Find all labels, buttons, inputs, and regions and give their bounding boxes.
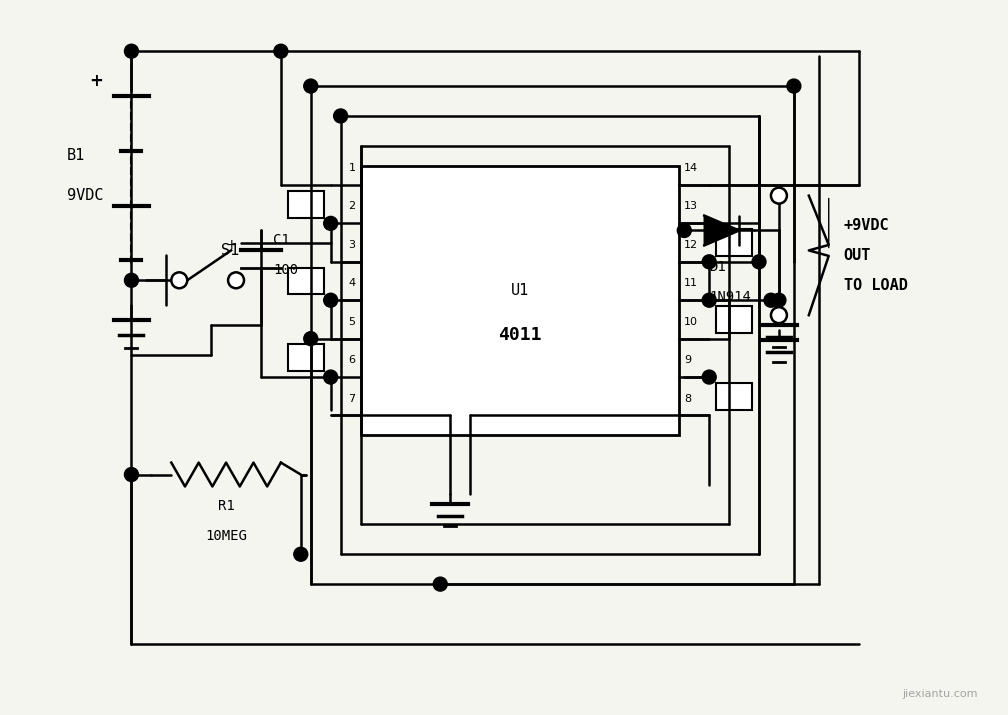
Circle shape (171, 272, 187, 288)
Circle shape (677, 224, 691, 237)
Circle shape (764, 293, 778, 307)
Text: 9: 9 (684, 355, 691, 365)
Circle shape (124, 273, 138, 287)
Bar (716, 383, 752, 410)
Polygon shape (705, 215, 739, 245)
Circle shape (703, 293, 716, 307)
Text: U1: U1 (511, 282, 529, 297)
Bar (716, 229, 752, 256)
Circle shape (324, 217, 338, 230)
Text: 8: 8 (684, 393, 691, 403)
Circle shape (274, 44, 288, 58)
Text: 3: 3 (349, 240, 356, 250)
Bar (288, 267, 324, 295)
Text: 10MEG: 10MEG (206, 529, 247, 543)
Circle shape (324, 293, 338, 307)
Circle shape (771, 307, 787, 323)
Text: R1: R1 (218, 500, 235, 513)
Circle shape (303, 79, 318, 93)
Text: 1: 1 (349, 163, 356, 173)
Circle shape (334, 109, 348, 123)
Circle shape (433, 577, 448, 591)
Circle shape (771, 187, 787, 204)
Text: B1: B1 (67, 148, 85, 163)
Circle shape (752, 255, 766, 269)
Text: D1: D1 (710, 260, 726, 275)
Text: 100: 100 (273, 263, 298, 277)
Circle shape (703, 370, 716, 384)
Text: 4011: 4011 (498, 326, 541, 344)
Circle shape (324, 370, 338, 384)
Circle shape (228, 272, 244, 288)
Bar (288, 191, 324, 217)
Circle shape (303, 332, 318, 345)
Text: 13: 13 (684, 202, 699, 212)
Text: 10: 10 (684, 317, 699, 327)
Text: 6: 6 (349, 355, 356, 365)
Text: TO LOAD: TO LOAD (844, 278, 907, 292)
Text: 11: 11 (684, 278, 699, 288)
Text: OUT: OUT (844, 248, 871, 263)
Circle shape (787, 79, 800, 93)
Circle shape (703, 255, 716, 269)
Text: S1: S1 (221, 243, 239, 258)
Bar (716, 306, 752, 333)
Circle shape (124, 468, 138, 481)
Text: 1N914: 1N914 (710, 290, 751, 305)
Text: 12: 12 (684, 240, 699, 250)
Text: +: + (90, 72, 104, 90)
Text: +: + (225, 238, 237, 252)
Text: 2: 2 (349, 202, 356, 212)
Circle shape (124, 44, 138, 58)
Text: 14: 14 (684, 163, 699, 173)
Text: +9VDC: +9VDC (844, 218, 889, 233)
Text: 5: 5 (349, 317, 356, 327)
FancyBboxPatch shape (361, 166, 679, 435)
Text: 4: 4 (349, 278, 356, 288)
Text: C1: C1 (273, 234, 289, 247)
Bar (288, 345, 324, 371)
Text: 7: 7 (349, 393, 356, 403)
Text: jiexiantu.com: jiexiantu.com (902, 689, 978, 699)
Circle shape (772, 293, 786, 307)
Text: 9VDC: 9VDC (67, 188, 103, 203)
Circle shape (293, 547, 307, 561)
